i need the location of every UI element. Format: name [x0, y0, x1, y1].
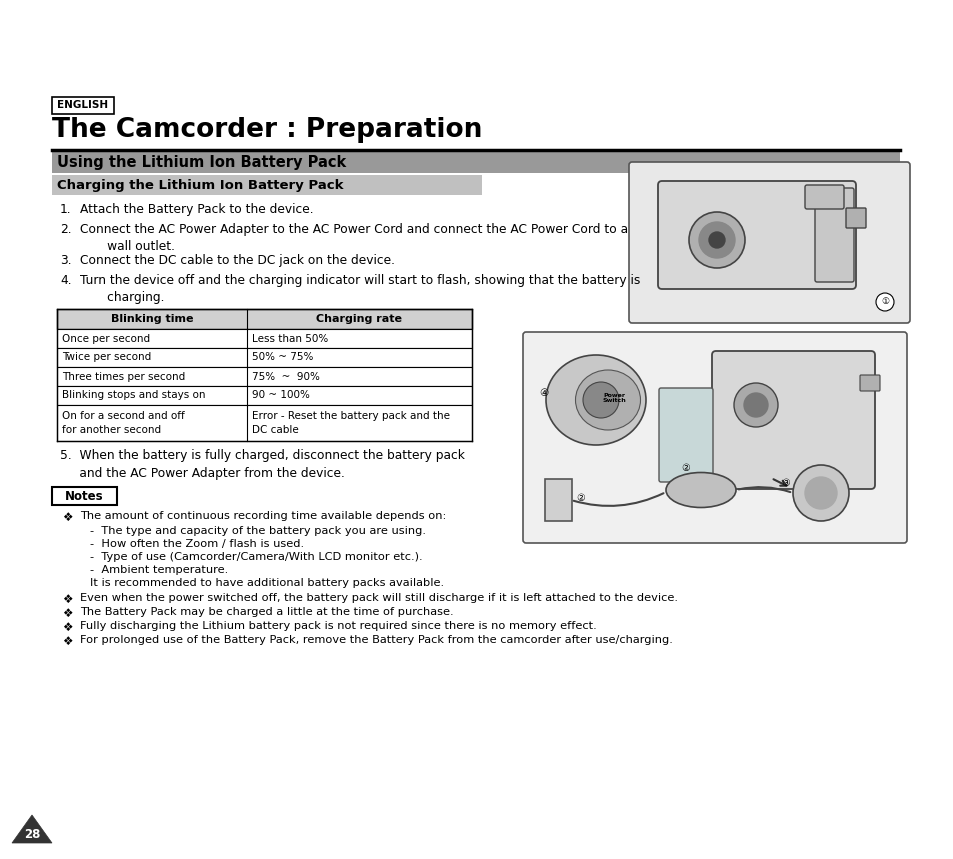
FancyBboxPatch shape — [52, 97, 113, 114]
Text: ①: ① — [880, 297, 888, 307]
Text: Using the Lithium Ion Battery Pack: Using the Lithium Ion Battery Pack — [57, 155, 346, 170]
Text: Error - Reset the battery pack and the
DC cable: Error - Reset the battery pack and the D… — [252, 411, 450, 435]
FancyBboxPatch shape — [659, 388, 712, 482]
Text: Blinking stops and stays on: Blinking stops and stays on — [62, 391, 205, 400]
Text: ③: ③ — [781, 478, 789, 488]
Text: Charging the Lithium Ion Battery Pack: Charging the Lithium Ion Battery Pack — [57, 179, 343, 192]
Polygon shape — [12, 815, 52, 843]
Circle shape — [804, 477, 836, 509]
Ellipse shape — [665, 472, 735, 508]
Text: ENGLISH: ENGLISH — [57, 101, 109, 111]
Text: -  Ambient temperature.: - Ambient temperature. — [90, 565, 228, 575]
FancyBboxPatch shape — [57, 405, 472, 441]
Text: The amount of continuous recording time available depends on:: The amount of continuous recording time … — [80, 511, 446, 521]
Text: ④: ④ — [538, 388, 548, 398]
Text: Connect the DC cable to the DC jack on the device.: Connect the DC cable to the DC jack on t… — [80, 254, 395, 267]
Text: ❖: ❖ — [62, 621, 72, 634]
Text: 4.: 4. — [60, 274, 71, 287]
FancyBboxPatch shape — [57, 329, 472, 348]
Text: -  How often the Zoom / flash is used.: - How often the Zoom / flash is used. — [90, 539, 304, 549]
FancyBboxPatch shape — [859, 375, 879, 391]
Text: -  The type and capacity of the battery pack you are using.: - The type and capacity of the battery p… — [90, 526, 426, 536]
FancyBboxPatch shape — [52, 487, 117, 505]
FancyBboxPatch shape — [544, 479, 572, 521]
Text: ②: ② — [680, 463, 690, 473]
Text: Fully discharging the Lithium battery pack is not required since there is no mem: Fully discharging the Lithium battery pa… — [80, 621, 597, 631]
Circle shape — [688, 212, 744, 268]
FancyBboxPatch shape — [57, 386, 472, 405]
Ellipse shape — [575, 370, 639, 430]
Text: ②: ② — [576, 493, 584, 503]
FancyBboxPatch shape — [52, 152, 899, 173]
Text: 75%  ~  90%: 75% ~ 90% — [252, 371, 319, 381]
FancyBboxPatch shape — [711, 351, 874, 489]
Text: Three times per second: Three times per second — [62, 371, 185, 381]
Text: 3.: 3. — [60, 254, 71, 267]
Circle shape — [699, 222, 734, 258]
Text: Blinking time: Blinking time — [111, 314, 193, 324]
Circle shape — [708, 232, 724, 248]
Text: Twice per second: Twice per second — [62, 352, 152, 362]
Circle shape — [743, 393, 767, 417]
Text: Connect the AC Power Adapter to the AC Power Cord and connect the AC Power Cord : Connect the AC Power Adapter to the AC P… — [80, 223, 627, 253]
Text: Power
Switch: Power Switch — [601, 393, 625, 404]
FancyBboxPatch shape — [57, 348, 472, 367]
Text: 2.: 2. — [60, 223, 71, 236]
Text: Attach the Battery Pack to the device.: Attach the Battery Pack to the device. — [80, 203, 314, 216]
Text: ❖: ❖ — [62, 511, 72, 524]
FancyBboxPatch shape — [52, 175, 481, 195]
FancyBboxPatch shape — [814, 188, 853, 282]
Circle shape — [582, 382, 618, 418]
FancyBboxPatch shape — [522, 332, 906, 543]
FancyBboxPatch shape — [628, 162, 909, 323]
Text: For prolonged use of the Battery Pack, remove the Battery Pack from the camcorde: For prolonged use of the Battery Pack, r… — [80, 635, 672, 645]
Ellipse shape — [545, 355, 645, 445]
Text: 28: 28 — [24, 828, 40, 842]
Text: It is recommended to have additional battery packs available.: It is recommended to have additional bat… — [90, 578, 444, 588]
FancyBboxPatch shape — [57, 367, 472, 386]
Text: Less than 50%: Less than 50% — [252, 333, 328, 344]
Circle shape — [792, 465, 848, 521]
Text: 1.: 1. — [60, 203, 71, 216]
Text: -  Type of use (Camcorder/Camera/With LCD monitor etc.).: - Type of use (Camcorder/Camera/With LCD… — [90, 552, 422, 562]
FancyBboxPatch shape — [804, 185, 843, 209]
Text: On for a second and off
for another second: On for a second and off for another seco… — [62, 411, 185, 435]
Text: Once per second: Once per second — [62, 333, 150, 344]
Circle shape — [733, 383, 778, 427]
Text: Notes: Notes — [65, 490, 103, 503]
Text: Charging rate: Charging rate — [316, 314, 402, 324]
Text: 90 ~ 100%: 90 ~ 100% — [252, 391, 310, 400]
Text: 50% ~ 75%: 50% ~ 75% — [252, 352, 313, 362]
Text: The Battery Pack may be charged a little at the time of purchase.: The Battery Pack may be charged a little… — [80, 607, 453, 617]
Text: ❖: ❖ — [62, 635, 72, 648]
Text: ❖: ❖ — [62, 593, 72, 606]
Text: The Camcorder : Preparation: The Camcorder : Preparation — [52, 117, 482, 143]
Text: Even when the power switched off, the battery pack will still discharge if it is: Even when the power switched off, the ba… — [80, 593, 678, 603]
Text: Turn the device off and the charging indicator will start to flash, showing that: Turn the device off and the charging ind… — [80, 274, 639, 304]
Text: 5.  When the battery is fully charged, disconnect the battery pack
     and the : 5. When the battery is fully charged, di… — [60, 449, 464, 479]
Circle shape — [875, 293, 893, 311]
Text: ❖: ❖ — [62, 607, 72, 620]
FancyBboxPatch shape — [658, 181, 855, 289]
FancyBboxPatch shape — [845, 208, 865, 228]
FancyBboxPatch shape — [57, 309, 472, 329]
